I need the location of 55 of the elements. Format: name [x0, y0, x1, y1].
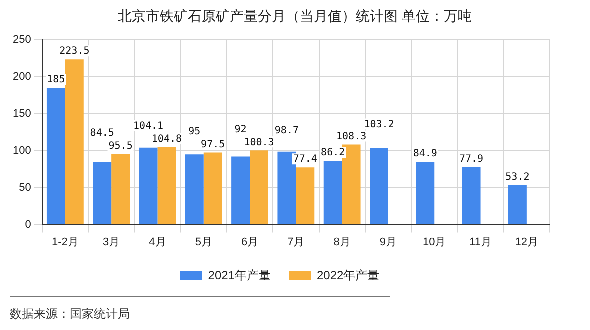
x-tick-label: 8月 [334, 236, 351, 248]
x-tick-label: 12月 [515, 236, 539, 248]
data-label: 95.5 [108, 140, 133, 152]
bar [65, 60, 84, 224]
legend-label: 2022年产量 [317, 268, 380, 282]
data-label: 103.2 [364, 119, 394, 130]
bar [139, 148, 158, 224]
bar [462, 167, 481, 224]
data-label: 98.7 [274, 125, 299, 136]
data-label: 86.2 [321, 148, 346, 159]
bar [232, 156, 250, 224]
bar [508, 185, 527, 224]
y-tick-label: 0 [25, 218, 32, 231]
y-tick-label: 150 [12, 108, 32, 120]
bar [250, 150, 268, 224]
data-label: 104.8 [152, 134, 182, 145]
bar [324, 161, 342, 224]
data-label: 84.9 [413, 148, 438, 160]
bar [296, 168, 315, 224]
data-label: 223.5 [60, 46, 90, 58]
data-label: 92 [234, 124, 247, 136]
data-label: 95 [188, 126, 201, 138]
y-tick-label: 100 [12, 144, 32, 157]
x-tick-label: 11月 [470, 236, 492, 248]
bar [416, 162, 435, 224]
data-label: 77.4 [293, 154, 318, 166]
data-label: 77.9 [460, 154, 484, 165]
data-label: 108.3 [336, 131, 367, 142]
y-tick-label: 250 [12, 34, 32, 46]
x-tick-label: 5月 [195, 236, 212, 248]
data-label: 53.2 [506, 172, 530, 184]
data-label: 100.3 [244, 137, 274, 148]
bar [204, 152, 222, 224]
data-label: 97.5 [201, 139, 226, 150]
y-tick-label: 200 [12, 70, 32, 83]
x-tick-label: 10月 [423, 236, 446, 248]
bar [370, 148, 388, 224]
x-tick-label: 1-2月 [52, 236, 79, 248]
x-tick-label: 7月 [288, 236, 305, 248]
x-tick-label: 6月 [241, 236, 259, 248]
legend-label: 2021年产量 [208, 268, 272, 282]
x-tick-label: 3月 [103, 236, 120, 248]
source-note: 数据来源：国家统计局 [10, 306, 130, 323]
x-tick-label: 9月 [380, 236, 398, 248]
y-tick-label: 50 [19, 182, 32, 194]
bar [158, 147, 176, 224]
bar [93, 162, 112, 224]
bar [46, 88, 66, 224]
chart-title: 北京市铁矿石原矿产量分月（当月值）统计图 单位：万吨 [116, 8, 474, 26]
x-tick-label: 4月 [149, 236, 166, 248]
data-label: 84.5 [90, 128, 114, 139]
data-label: 104.1 [133, 120, 164, 132]
bar [185, 154, 204, 224]
bar [112, 154, 130, 224]
data-label: 185 [47, 74, 66, 86]
